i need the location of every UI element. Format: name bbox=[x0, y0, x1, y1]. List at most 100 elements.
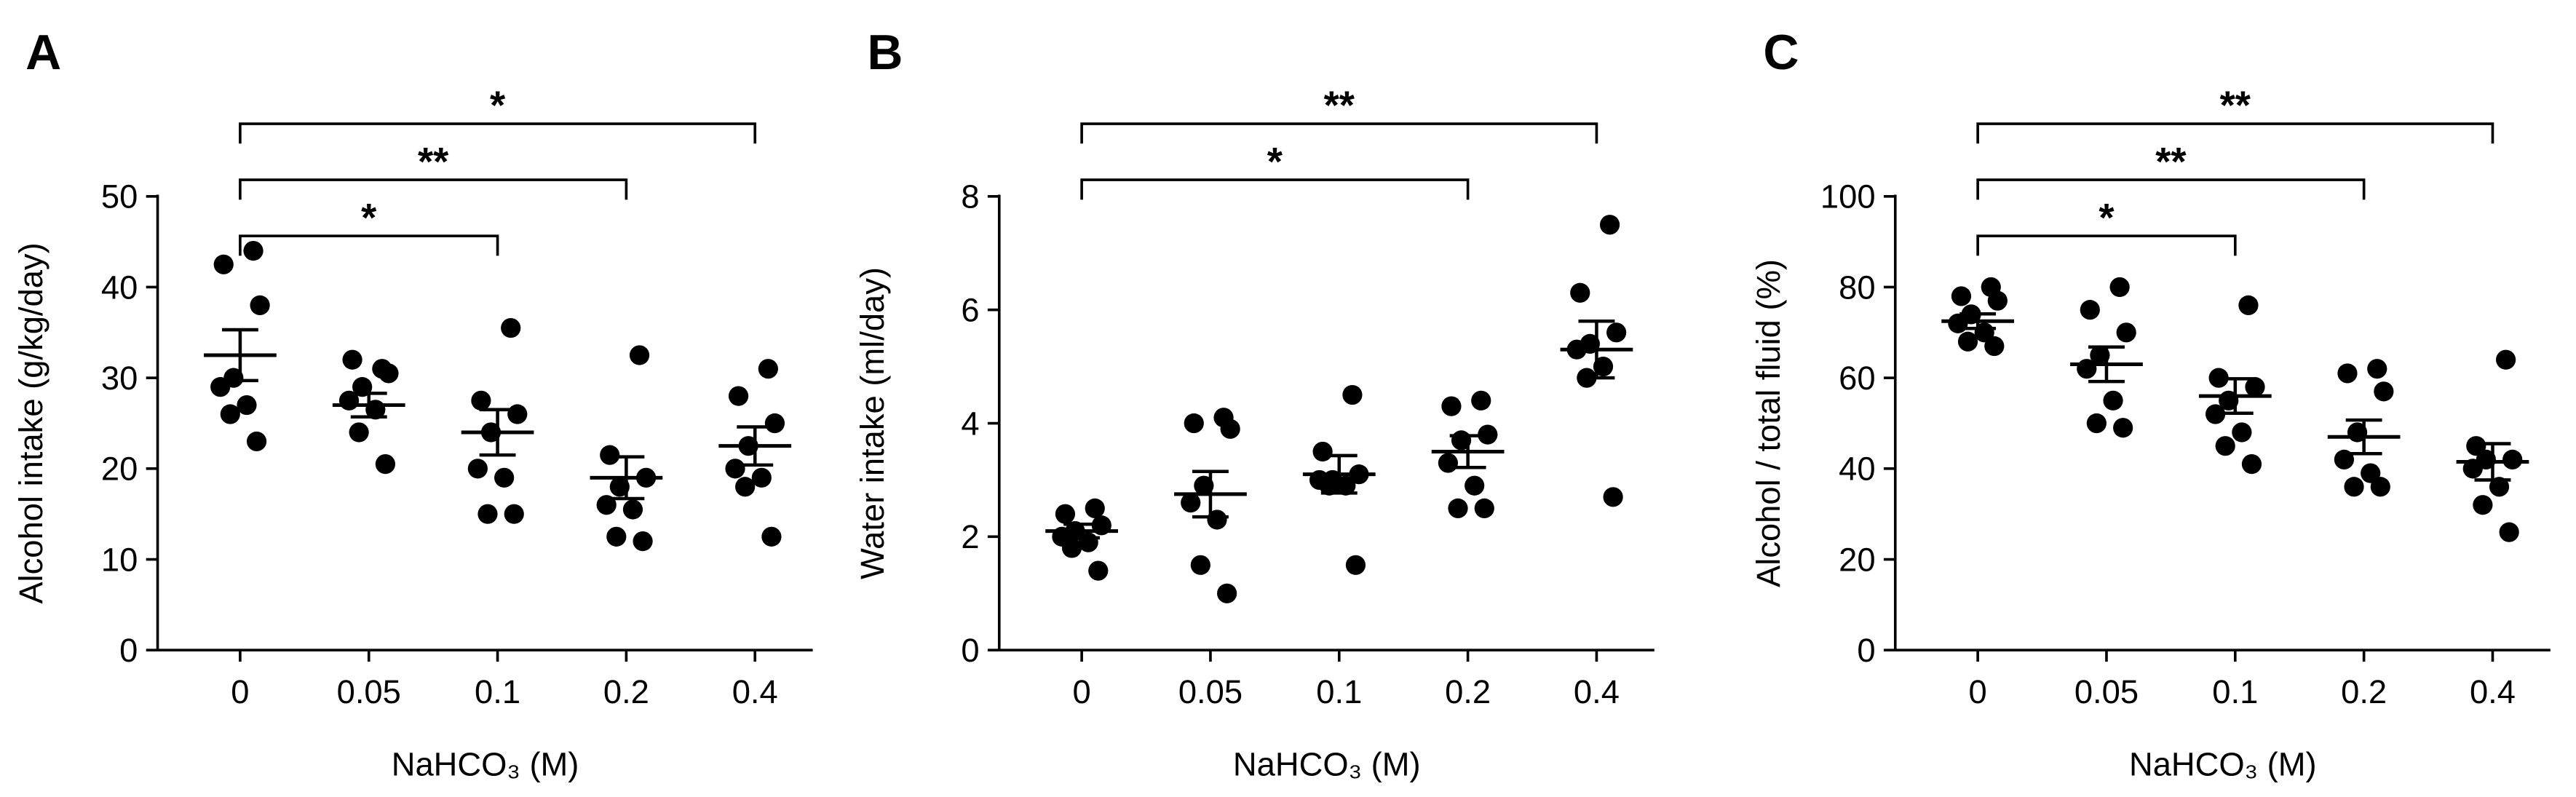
data-point bbox=[1085, 498, 1105, 519]
data-point bbox=[2361, 463, 2381, 483]
sem-bar bbox=[1578, 319, 1615, 380]
data-point bbox=[2080, 300, 2100, 320]
sem-bar bbox=[2088, 345, 2125, 384]
data-point bbox=[1190, 555, 1210, 575]
x-axis-label: NaHCO₃ (M) bbox=[1233, 746, 1421, 783]
data-point bbox=[220, 404, 240, 424]
significance-label: ** bbox=[1324, 83, 1355, 127]
data-point bbox=[1478, 424, 1498, 445]
sem-bar bbox=[350, 392, 387, 419]
data-point bbox=[758, 359, 778, 379]
y-tick-label: 0 bbox=[119, 632, 138, 669]
sem-bar bbox=[2216, 377, 2254, 416]
sem-bar bbox=[221, 328, 258, 383]
data-point bbox=[2109, 277, 2130, 298]
sem-bar bbox=[737, 425, 774, 467]
significance-bracket bbox=[1976, 234, 2237, 256]
data-point bbox=[1441, 396, 1462, 416]
data-point bbox=[1603, 487, 1623, 507]
data-point bbox=[2245, 377, 2265, 397]
sem-bar bbox=[1320, 453, 1358, 495]
data-point bbox=[1181, 493, 1201, 513]
data-point bbox=[1312, 441, 1333, 462]
significance-label: * bbox=[361, 195, 377, 239]
data-point bbox=[606, 526, 627, 547]
panel-letter: A bbox=[25, 25, 61, 80]
data-point bbox=[1599, 215, 1620, 235]
data-point bbox=[2344, 477, 2364, 497]
significance-label: ** bbox=[418, 139, 449, 183]
significance-bracket bbox=[239, 178, 628, 200]
data-point bbox=[600, 445, 620, 465]
data-point bbox=[2238, 295, 2259, 316]
y-tick-label: 0 bbox=[961, 632, 979, 669]
y-tick-label: 0 bbox=[1857, 632, 1875, 669]
y-tick-label: 20 bbox=[101, 451, 138, 488]
significance-bracket bbox=[239, 234, 499, 256]
x-axis-label: NaHCO₃ (M) bbox=[392, 746, 579, 783]
data-point bbox=[751, 467, 772, 488]
data-point bbox=[2374, 381, 2394, 402]
data-point bbox=[1345, 555, 1366, 575]
x-tick-label: 0.4 bbox=[2470, 673, 2516, 710]
data-point bbox=[1061, 538, 1082, 558]
sem-bar bbox=[479, 408, 516, 457]
data-point bbox=[477, 504, 498, 524]
sem-bar bbox=[2474, 442, 2511, 482]
data-point bbox=[213, 254, 234, 274]
data-point bbox=[246, 431, 267, 452]
data-point bbox=[467, 459, 488, 479]
significance-label: * bbox=[1267, 139, 1283, 183]
data-point bbox=[1606, 322, 1627, 343]
x-tick-label: 0 bbox=[231, 673, 249, 710]
x-tick-label: 0.4 bbox=[1574, 673, 1620, 710]
y-tick-label: 6 bbox=[961, 292, 979, 329]
data-point bbox=[1448, 498, 1468, 519]
data-point bbox=[1055, 504, 1076, 524]
data-point bbox=[2499, 522, 2519, 542]
x-tick-label: 0.4 bbox=[732, 673, 778, 710]
data-point bbox=[2077, 359, 2097, 379]
data-point bbox=[1220, 419, 1240, 439]
data-point bbox=[1342, 384, 1363, 405]
data-point bbox=[622, 499, 643, 520]
data-point bbox=[2489, 477, 2510, 497]
data-point bbox=[1987, 290, 2008, 311]
sem-bar bbox=[1192, 469, 1229, 519]
significance-bracket bbox=[1080, 178, 1470, 200]
sem-bar bbox=[2345, 418, 2382, 456]
panel-letter: B bbox=[867, 25, 903, 80]
significance-bracket bbox=[1080, 122, 1598, 144]
data-point bbox=[494, 467, 515, 488]
data-point bbox=[629, 345, 650, 365]
data-point bbox=[243, 240, 263, 261]
x-tick-label: 0 bbox=[1073, 673, 1091, 710]
data-point bbox=[2337, 363, 2358, 384]
panel-letter: C bbox=[1763, 25, 1799, 80]
data-point bbox=[237, 394, 257, 416]
x-tick-label: 0.2 bbox=[2341, 673, 2387, 710]
data-point bbox=[1217, 583, 1237, 603]
data-point bbox=[2496, 349, 2516, 370]
data-point bbox=[1951, 286, 1972, 306]
data-point bbox=[1471, 390, 1491, 411]
data-point bbox=[1438, 453, 1459, 473]
significance-label: * bbox=[490, 83, 506, 127]
data-point bbox=[342, 349, 362, 370]
data-point bbox=[2502, 449, 2523, 469]
x-tick-label: 0 bbox=[1969, 673, 1987, 710]
data-point bbox=[375, 454, 396, 475]
y-axis-label: Alcohol / total fluid (%) bbox=[1750, 259, 1787, 587]
sem-bar bbox=[608, 455, 645, 501]
data-point bbox=[735, 477, 756, 497]
y-tick-label: 8 bbox=[961, 178, 979, 215]
x-tick-label: 0.1 bbox=[2212, 673, 2258, 710]
significance-label: ** bbox=[2155, 139, 2187, 183]
data-point bbox=[764, 413, 785, 434]
y-tick-label: 40 bbox=[1839, 451, 1875, 488]
x-tick-label: 0.05 bbox=[337, 673, 401, 710]
data-point bbox=[2232, 422, 2252, 443]
data-point bbox=[1319, 475, 1339, 496]
y-tick-label: 50 bbox=[101, 178, 138, 215]
